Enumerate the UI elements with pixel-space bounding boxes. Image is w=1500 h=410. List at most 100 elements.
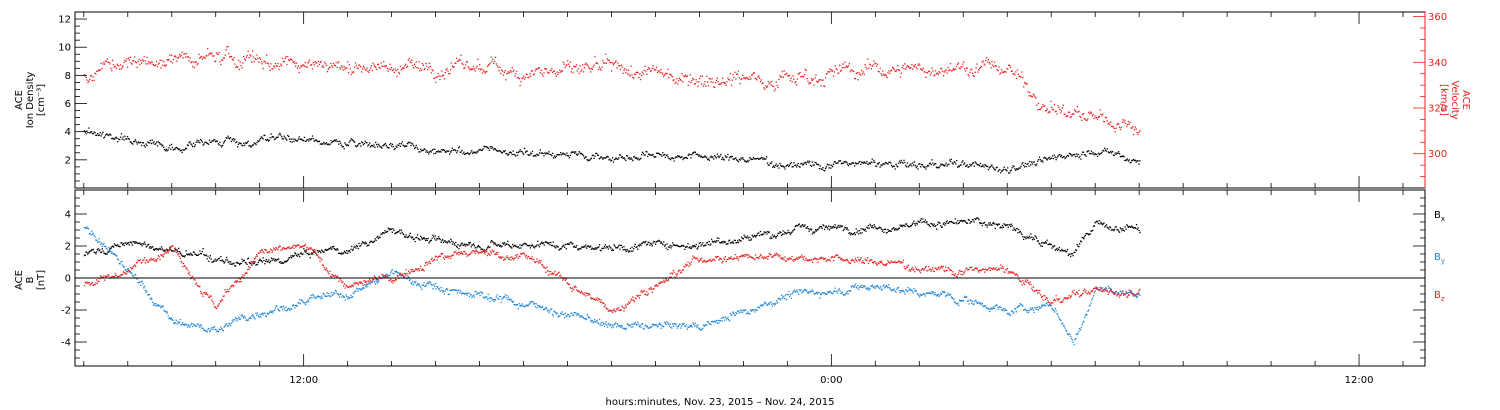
data-point [508,245,510,247]
data-point [601,324,603,326]
data-point [902,224,904,226]
data-point [949,68,951,71]
data-point [382,275,384,277]
data-point [838,160,840,162]
data-point [884,228,886,230]
data-point [300,299,302,301]
data-point [1045,158,1048,160]
data-point [988,310,991,313]
data-point [977,71,979,73]
data-point [703,245,705,247]
data-point [290,58,292,60]
data-point [276,65,278,67]
data-point [1049,243,1052,245]
data-point [325,295,327,298]
data-point [104,134,107,136]
data-point [157,63,159,65]
data-point [888,161,890,163]
data-point [1131,292,1133,295]
data-point [931,290,933,293]
data-point [615,60,617,62]
data-point [1112,228,1114,231]
data-point [1041,305,1043,308]
data-point [1127,292,1129,294]
data-point [494,242,496,244]
data-point [641,154,643,156]
data-point [847,65,850,67]
data-point [942,70,944,72]
data-point [453,289,455,291]
data-point [718,83,720,86]
data-point [732,241,734,243]
data-point [585,156,587,158]
data-point [140,59,142,62]
data-point [945,162,947,164]
data-point [749,76,751,78]
data-point [442,149,445,151]
data-point [1117,228,1119,231]
data-point [213,326,215,329]
data-point [656,71,659,74]
data-point [174,148,176,150]
data-point [541,73,543,75]
data-point [322,143,324,145]
data-point [340,144,343,146]
data-point [342,145,344,148]
data-point [517,308,519,310]
data-point [962,160,964,162]
data-point [621,156,623,158]
data-point [198,140,200,142]
data-point [386,67,388,70]
data-point [465,293,467,295]
data-point [799,166,801,168]
data-point [820,168,822,170]
data-point [112,137,114,139]
data-point [272,258,274,260]
data-point [1095,221,1097,223]
data-point [437,286,439,289]
data-point [797,225,799,227]
data-point [634,243,636,245]
data-point [393,71,395,74]
data-point [959,67,961,70]
data-point [201,250,203,253]
data-point [590,321,593,323]
data-point [510,152,512,154]
data-point [854,234,857,236]
data-point [1015,228,1017,230]
data-point [581,246,583,248]
data-point [674,323,676,325]
data-point [207,143,210,145]
data-point [1070,255,1072,258]
data-point [214,61,216,63]
data-point [415,280,417,283]
data-point [614,158,616,160]
data-point [748,239,750,241]
data-point [474,247,476,249]
data-point [905,166,908,168]
data-point [917,220,919,222]
data-point [185,250,187,252]
data-point [147,294,149,296]
data-point [471,150,473,152]
data-point [598,246,600,248]
data-point [1045,110,1047,112]
data-point [107,251,109,253]
data-point [220,63,222,66]
data-point [609,61,611,63]
data-point [219,61,221,63]
data-point [932,225,935,227]
data-point [1075,111,1078,113]
data-point [443,149,446,152]
data-point [618,244,620,246]
data-point [310,139,312,141]
data-point [964,70,967,72]
data-point [260,313,263,315]
data-point [553,245,555,247]
data-point [316,62,318,64]
data-point [363,287,365,289]
data-point [767,231,770,234]
data-point [823,292,825,294]
data-point [525,73,527,75]
data-point [965,297,967,299]
